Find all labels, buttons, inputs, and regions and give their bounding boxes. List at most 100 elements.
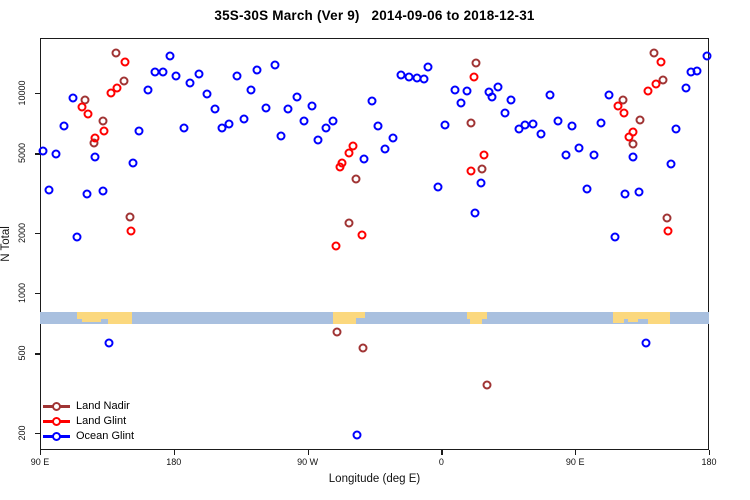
- data-point: [299, 116, 309, 126]
- land-segment: [470, 317, 483, 324]
- data-point: [328, 116, 338, 126]
- data-point: [38, 146, 48, 156]
- data-point: [344, 218, 354, 228]
- y-axis-tick-label: 5000: [17, 143, 27, 164]
- data-point: [373, 121, 383, 131]
- data-point: [450, 85, 460, 95]
- data-point: [179, 123, 189, 133]
- y-axis-tick-label: 2000: [17, 222, 27, 243]
- data-point: [641, 338, 651, 348]
- data-point: [82, 189, 92, 199]
- data-point: [666, 159, 676, 169]
- data-point: [470, 208, 480, 218]
- x-axis-tick-label: 0: [438, 457, 444, 467]
- data-point: [506, 95, 516, 105]
- data-point: [662, 213, 672, 223]
- data-point: [307, 101, 317, 111]
- data-point: [635, 115, 645, 125]
- data-point: [111, 48, 121, 58]
- data-point: [165, 51, 175, 61]
- data-point: [90, 152, 100, 162]
- data-point: [634, 187, 644, 197]
- data-point: [321, 123, 331, 133]
- data-point: [106, 88, 116, 98]
- data-point: [536, 129, 546, 139]
- data-point: [104, 338, 114, 348]
- data-point: [466, 166, 476, 176]
- y-axis-tick-label: 10000: [17, 80, 27, 106]
- data-point: [702, 51, 712, 61]
- data-point: [628, 139, 638, 149]
- data-point: [224, 119, 234, 129]
- data-point: [643, 86, 653, 96]
- data-point: [185, 78, 195, 88]
- data-point: [68, 93, 78, 103]
- data-point: [90, 133, 100, 143]
- data-point: [396, 70, 406, 80]
- data-point: [158, 67, 168, 77]
- data-point: [252, 65, 262, 75]
- legend-entry: Land Glint: [43, 414, 193, 429]
- data-point: [493, 82, 503, 92]
- data-point: [456, 98, 466, 108]
- data-point: [83, 109, 93, 119]
- data-point: [624, 132, 634, 142]
- data-point: [567, 121, 577, 131]
- data-point: [351, 174, 361, 184]
- y-axis-tick-label: 500: [17, 345, 27, 361]
- data-point: [482, 380, 492, 390]
- legend-entry: Ocean Glint: [43, 429, 193, 444]
- data-point: [479, 150, 489, 160]
- data-point: [120, 57, 130, 67]
- land-ocean-band: [40, 312, 709, 324]
- data-point: [404, 72, 414, 82]
- legend-circle-symbol: [52, 417, 61, 426]
- data-point: [239, 114, 249, 124]
- data-point: [619, 108, 629, 118]
- data-point: [477, 164, 487, 174]
- x-tick-mark: [173, 450, 176, 455]
- data-point: [331, 241, 341, 251]
- data-point: [367, 96, 377, 106]
- data-point: [471, 58, 481, 68]
- data-point: [202, 89, 212, 99]
- data-point: [476, 178, 486, 188]
- data-point: [348, 141, 358, 151]
- data-point: [440, 120, 450, 130]
- legend-circle-symbol: [52, 402, 61, 411]
- y-axis-tick-label: 1000: [17, 282, 27, 304]
- x-axis-tick-label: 90 E: [565, 457, 585, 467]
- data-point: [126, 226, 136, 236]
- data-point: [313, 135, 323, 145]
- data-point: [352, 430, 362, 440]
- data-point: [99, 126, 109, 136]
- land-segment: [77, 312, 133, 319]
- data-point: [604, 90, 614, 100]
- data-point: [128, 158, 138, 168]
- data-point: [134, 126, 144, 136]
- data-point: [433, 182, 443, 192]
- data-point: [628, 152, 638, 162]
- data-point: [613, 101, 623, 111]
- data-point: [98, 116, 108, 126]
- data-point: [77, 102, 87, 111]
- data-point: [649, 48, 659, 58]
- data-point: [651, 79, 661, 89]
- data-point: [112, 83, 122, 93]
- land-segment: [647, 317, 670, 324]
- data-point: [596, 118, 606, 128]
- plot-area: [40, 38, 709, 450]
- land-segment: [627, 317, 638, 322]
- data-point: [656, 57, 666, 67]
- land-segment: [333, 312, 356, 324]
- legend-label: Land Nadir: [76, 400, 130, 412]
- x-tick-mark: [40, 450, 42, 455]
- data-point: [292, 92, 302, 102]
- data-point: [663, 226, 673, 236]
- data-point: [335, 162, 345, 172]
- data-point: [561, 150, 571, 160]
- data-point: [143, 85, 153, 95]
- data-point: [686, 67, 696, 77]
- x-tick-mark: [307, 450, 309, 455]
- data-point: [487, 92, 497, 102]
